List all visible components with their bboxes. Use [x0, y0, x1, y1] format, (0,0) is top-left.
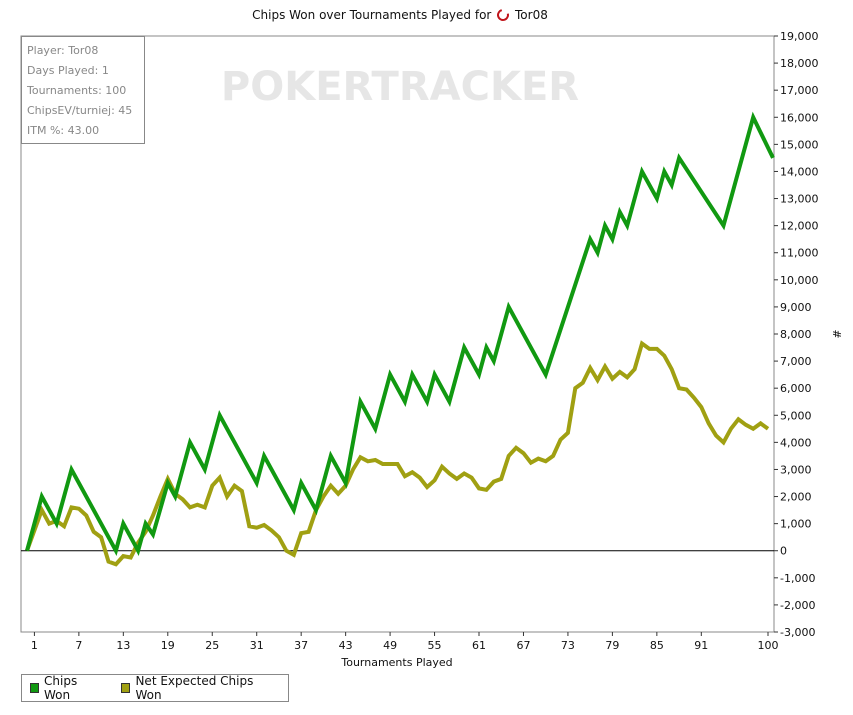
y-tick-label: 19,000 [780, 30, 819, 43]
x-tick-label: 67 [516, 639, 530, 652]
y-tick-label: -2,000 [780, 599, 815, 612]
x-tick-label: 61 [472, 639, 486, 652]
y-tick-label: 1,000 [780, 518, 812, 531]
stat-tournaments: Tournaments: 100 [27, 84, 127, 97]
legend-label-net-expected: Net Expected Chips Won [135, 674, 254, 702]
x-tick-label: 100 [758, 639, 779, 652]
y-tick-label: 3,000 [780, 463, 812, 476]
y-tick-label: 15,000 [780, 138, 819, 151]
chart-title: Chips Won over Tournaments Played for To… [0, 6, 800, 24]
y-tick-label: -1,000 [780, 572, 815, 585]
y-tick-label: 12,000 [780, 220, 819, 233]
series-line-net-expected-chips-won [25, 340, 770, 567]
x-tick-label: 85 [650, 639, 664, 652]
y-tick-label: 16,000 [780, 111, 819, 124]
y-tick-label: -3,000 [780, 626, 815, 639]
player-site-icon [494, 6, 512, 24]
x-tick-label: 7 [75, 639, 82, 652]
legend-swatch-net-expected [121, 683, 131, 693]
y-tick-label: 9,000 [780, 301, 812, 314]
x-axis-label: Tournaments Played [340, 656, 452, 669]
legend: Chips Won Net Expected Chips Won [21, 674, 289, 702]
y-tick-label: 8,000 [780, 328, 812, 341]
legend-swatch-chips-won [30, 683, 40, 693]
stat-player: Player: Tor08 [27, 44, 99, 57]
x-tick-label: 79 [605, 639, 619, 652]
series-line-chips-won [25, 111, 775, 557]
y-tick-label: 11,000 [780, 247, 819, 260]
y-tick-label: 0 [780, 545, 787, 558]
legend-label-chips-won: Chips Won [44, 674, 78, 702]
y-axis-label: # [830, 329, 843, 338]
y-tick-label: 18,000 [780, 57, 819, 70]
x-tick-label: 37 [294, 639, 308, 652]
chart-title-text: Chips Won over Tournaments Played for [252, 8, 492, 22]
y-tick-label: 17,000 [780, 84, 819, 97]
y-tick-label: 6,000 [780, 382, 812, 395]
stat-itm: ITM %: 43.00 [27, 124, 100, 137]
legend-item-net-expected: Net Expected Chips Won [121, 674, 266, 702]
chart-title-player: Tor08 [515, 8, 548, 22]
stats-box: Player: Tor08 Days Played: 1 Tournaments… [21, 36, 145, 144]
y-tick-label: 14,000 [780, 165, 819, 178]
legend-item-chips-won: Chips Won [30, 674, 99, 702]
stat-chips-ev: ChipsEV/turniej: 45 [27, 104, 133, 117]
x-tick-label: 73 [561, 639, 575, 652]
x-tick-label: 31 [250, 639, 264, 652]
y-tick-label: 13,000 [780, 193, 819, 206]
x-tick-label: 91 [694, 639, 708, 652]
stat-days-played: Days Played: 1 [27, 64, 109, 77]
watermark: POKERTRACKER [221, 64, 579, 110]
x-tick-label: 43 [339, 639, 353, 652]
x-tick-label: 49 [383, 639, 397, 652]
x-tick-label: 25 [205, 639, 219, 652]
x-tick-label: 13 [116, 639, 130, 652]
x-tick-label: 1 [31, 639, 38, 652]
x-tick-label: 55 [428, 639, 442, 652]
y-tick-label: 5,000 [780, 409, 812, 422]
x-tick-label: 19 [161, 639, 175, 652]
y-tick-label: 2,000 [780, 491, 812, 504]
y-tick-label: 10,000 [780, 274, 819, 287]
y-tick-label: 4,000 [780, 436, 812, 449]
y-tick-label: 7,000 [780, 355, 812, 368]
